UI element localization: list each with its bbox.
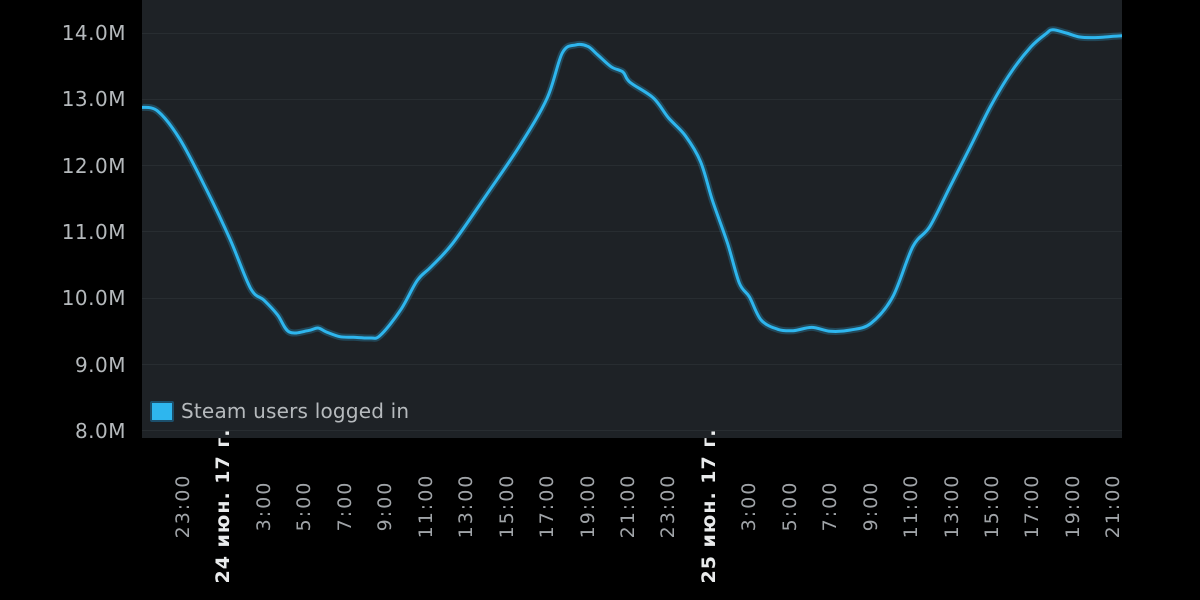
legend[interactable]: Steam users logged in [150, 399, 409, 423]
x-tick-label: 5:00 [778, 480, 801, 532]
gridline [142, 32, 1122, 34]
series-line-glow [142, 26, 1122, 342]
x-tick-label: 15:00 [495, 473, 518, 539]
y-tick-label: 13.0M [61, 87, 126, 112]
x-tick-label: 11:00 [900, 473, 923, 539]
x-tick-label: 19:00 [576, 473, 599, 539]
x-tick-label: 21:00 [1102, 473, 1125, 539]
gridline [142, 98, 1122, 100]
legend-label: Steam users logged in [181, 399, 410, 423]
x-tick-label: 7:00 [819, 480, 842, 532]
y-tick-label: 8.0M [74, 418, 126, 443]
x-tick-label: 17:00 [1021, 473, 1044, 539]
x-tick-label: 19:00 [1061, 473, 1084, 539]
gridline [142, 297, 1122, 299]
x-tick-date-label: 24 июн. 17 г. [212, 428, 235, 584]
x-tick-date-label: 25 июн. 17 г. [697, 428, 720, 584]
plot-area[interactable]: Steam users logged in [142, 0, 1122, 438]
x-tick-label: 17:00 [536, 473, 559, 539]
series-line [142, 28, 1122, 340]
y-axis-labels: 14.0M 13.0M 12.0M 11.0M 10.0M 9.0M 8.0M [0, 0, 128, 443]
x-tick-label: 7:00 [333, 480, 356, 532]
x-tick-label: 11:00 [414, 473, 437, 539]
x-tick-label: 23:00 [172, 473, 194, 539]
series-line-chart [142, 26, 1122, 342]
gridline [142, 430, 1122, 432]
x-tick-label: 23:00 [657, 473, 680, 539]
legend-swatch-icon [150, 400, 174, 422]
y-tick-label: 9.0M [74, 352, 126, 377]
x-tick-label: 9:00 [859, 480, 882, 532]
y-tick-label: 11.0M [61, 219, 126, 244]
x-tick-label: 13:00 [940, 473, 963, 539]
y-tick-label: 10.0M [61, 286, 126, 311]
x-tick-label: 3:00 [252, 480, 275, 532]
x-tick-label: 15:00 [981, 473, 1003, 539]
gridline [142, 364, 1122, 365]
x-tick-label: 21:00 [616, 473, 639, 539]
gridline [142, 165, 1122, 167]
x-tick-label: 3:00 [738, 480, 761, 532]
x-tick-label: 13:00 [455, 473, 478, 539]
gridline [142, 231, 1122, 233]
y-tick-label: 14.0M [61, 21, 126, 45]
x-tick-label: 5:00 [293, 480, 316, 532]
x-tick-label: 9:00 [374, 480, 397, 532]
y-tick-label: 12.0M [61, 153, 126, 178]
